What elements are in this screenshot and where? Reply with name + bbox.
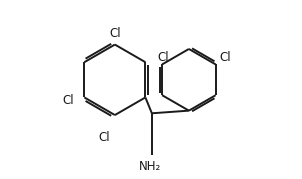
Text: Cl: Cl [157, 51, 169, 64]
Text: Cl: Cl [109, 27, 121, 40]
Text: Cl: Cl [220, 51, 231, 64]
Text: NH₂: NH₂ [139, 160, 161, 173]
Text: Cl: Cl [63, 94, 74, 107]
Text: Cl: Cl [98, 131, 110, 144]
